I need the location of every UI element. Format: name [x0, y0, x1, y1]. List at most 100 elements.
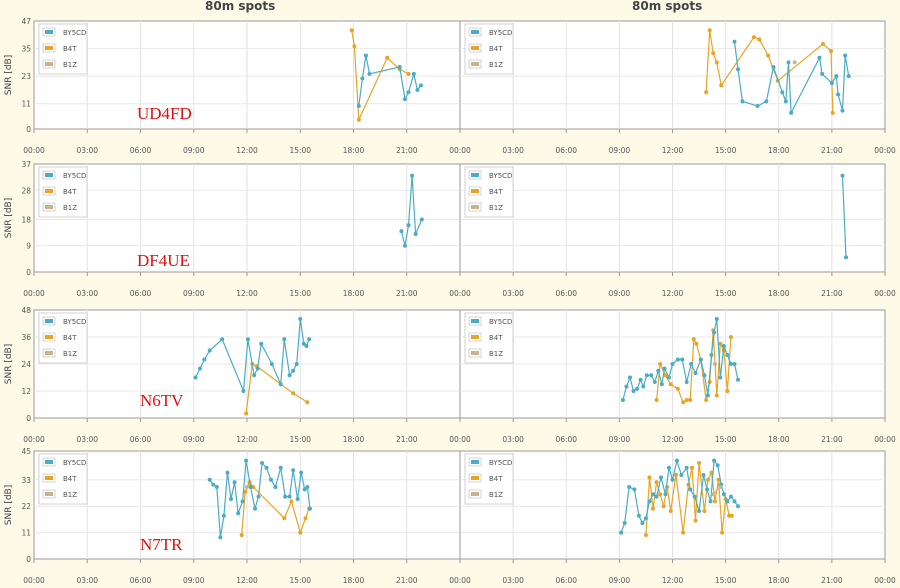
data-point-by5cd [294, 362, 299, 366]
x-tick-label: 12:00 [236, 289, 258, 298]
x-tick-label: 00:00 [23, 146, 45, 155]
data-point-by5cd [705, 487, 710, 492]
panel-right: 03:00 06:00 09:00 12:00 15:00 18:00 21:00 00:00… [459, 20, 896, 155]
y-tick-label: 12 [21, 387, 31, 396]
x-tick-label: 12:00 [662, 146, 684, 155]
data-point-by5cd [211, 482, 216, 487]
y-tick-label: 45 [21, 447, 31, 456]
data-point-by5cd [240, 499, 245, 504]
x-tick-label: 09:00 [183, 576, 205, 585]
data-point-by5cd [627, 485, 632, 489]
data-point-by5cd [236, 511, 241, 516]
callsign-label: N7TR [140, 535, 183, 554]
data-point-by5cd [732, 499, 737, 504]
legend-swatch-b1z [471, 351, 479, 355]
data-point-b4t [658, 492, 663, 497]
y-tick-label: 37 [21, 160, 31, 169]
data-point-by5cd [622, 521, 627, 525]
callsign-label: UD4FD [137, 104, 192, 123]
data-point-by5cd [264, 465, 269, 470]
y-tick-label: 47 [21, 17, 31, 26]
data-point-b1z [792, 60, 797, 65]
x-tick-label: 03:00 [502, 576, 524, 585]
series-line-by5cd [841, 175, 847, 258]
data-point-b4t [720, 530, 725, 535]
y-axis-label: SNR [dB] [4, 344, 14, 384]
data-point-by5cd [298, 317, 303, 321]
data-point-by5cd [736, 504, 741, 509]
legend-swatch-b4t [45, 476, 53, 480]
y-tick-label: 0 [26, 125, 31, 134]
data-point-b4t [728, 335, 733, 339]
data-point-by5cd [256, 494, 261, 499]
data-point-b4t [305, 400, 310, 405]
data-point-by5cd [360, 76, 365, 81]
data-point-by5cd [641, 384, 646, 389]
legend-swatch-b4t [45, 46, 53, 50]
data-point-by5cd [666, 375, 671, 380]
data-point-b4t [711, 51, 716, 56]
data-point-b4t [668, 509, 673, 513]
panel-left: 00:00 03:00 06:00 09:00 12:00 15:00 18:00 21:00… [21, 447, 471, 585]
data-point-by5cd [718, 375, 723, 380]
series-line-by5cd [733, 41, 850, 116]
x-tick-label: 09:00 [609, 435, 631, 444]
x-tick-label: 18:00 [343, 435, 365, 444]
chart-row-n6tv: SNR [dB] 00:00 03:00 06:00 09:00 12:00 15:00 18… [4, 306, 896, 444]
data-point-by5cd [229, 497, 234, 501]
x-tick-label: 00:00 [23, 576, 45, 585]
data-point-by5cd [406, 223, 411, 228]
data-point-by5cd [640, 521, 645, 525]
data-point-by5cd [670, 477, 675, 482]
data-point-by5cd [736, 67, 741, 72]
data-point-by5cd [721, 344, 726, 348]
data-point-by5cd [356, 104, 361, 109]
data-point-by5cd [620, 398, 625, 402]
data-point-b4t [674, 473, 679, 477]
data-point-b4t [725, 389, 730, 393]
data-point-b4t [757, 37, 762, 42]
data-point-by5cd [305, 485, 310, 489]
x-tick-label: 06:00 [555, 576, 577, 585]
y-tick-label: 0 [26, 414, 31, 423]
data-point-by5cd [829, 81, 834, 86]
data-point-b4t [282, 516, 287, 521]
data-point-by5cd [789, 110, 794, 115]
legend-label: B1Z [63, 204, 77, 212]
data-point-by5cd [397, 64, 402, 69]
data-point-b4t [668, 382, 673, 387]
data-point-by5cd [619, 530, 624, 535]
data-point-by5cd [307, 337, 312, 342]
legend-label: BY5CD [63, 29, 86, 37]
x-tick-label: 00:00 [449, 146, 471, 155]
data-point-by5cd [635, 386, 640, 391]
legend-swatch-by5cd [45, 460, 53, 464]
legend-swatch-b1z [471, 62, 479, 66]
x-tick-label: 12:00 [236, 435, 258, 444]
x-tick-label: 06:00 [555, 435, 577, 444]
data-point-b4t [298, 530, 303, 535]
data-point-b4t [694, 341, 699, 346]
data-point-b4t [243, 489, 248, 494]
legend-label: B1Z [63, 491, 77, 499]
data-point-by5cd [728, 362, 733, 366]
left-chart-title: 80m spots [205, 0, 276, 13]
data-point-by5cd [659, 382, 664, 387]
x-tick-label: 03:00 [502, 289, 524, 298]
y-tick-label: 0 [26, 268, 31, 277]
x-tick-label: 09:00 [609, 146, 631, 155]
data-point-by5cd [193, 375, 198, 380]
data-point-by5cd [840, 173, 845, 178]
data-point-by5cd [732, 39, 737, 44]
legend-swatch-b4t [45, 189, 53, 193]
y-tick-label: 24 [21, 360, 31, 369]
x-tick-label: 21:00 [821, 289, 843, 298]
data-point-b4t [729, 513, 734, 518]
data-point-by5cd [705, 393, 710, 398]
y-tick-label: 11 [21, 529, 31, 538]
x-tick-label: 03:00 [502, 146, 524, 155]
data-point-by5cd [363, 53, 368, 58]
data-point-by5cd [259, 341, 264, 346]
data-point-by5cd [207, 477, 212, 482]
legend-label: BY5CD [63, 172, 86, 180]
